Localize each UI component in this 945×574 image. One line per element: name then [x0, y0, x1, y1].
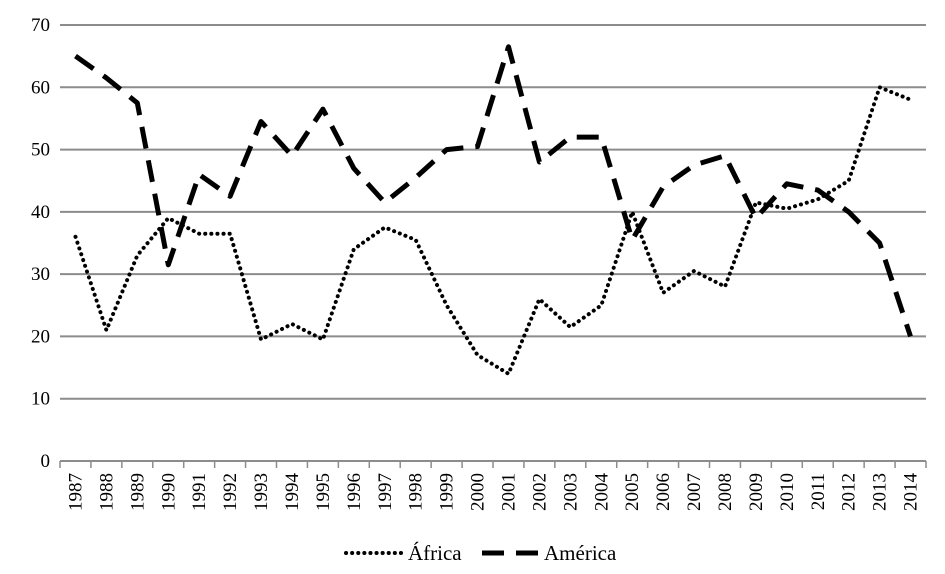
x-tick-label: 1988 [96, 473, 117, 511]
x-tick-label: 1991 [189, 473, 210, 511]
gridlines [60, 24, 926, 400]
series-line-africa [73, 85, 913, 376]
legend-label: África [408, 541, 462, 565]
x-tick-label: 1989 [127, 473, 148, 511]
y-tick-label: 50 [31, 140, 50, 161]
x-tick-label: 1998 [406, 473, 427, 511]
y-tick-label: 70 [31, 15, 50, 36]
x-tick-label: 2010 [777, 473, 798, 511]
y-tick-label: 10 [31, 389, 50, 410]
series-lines [73, 44, 913, 376]
x-tick-label: 1987 [65, 473, 86, 511]
y-tick-label: 40 [31, 202, 50, 223]
x-tick-label: 2000 [468, 473, 489, 511]
x-tick-label: 2006 [653, 473, 674, 511]
x-tick-label: 2009 [746, 473, 767, 511]
x-axis-tick-labels: 1987 1988 1989 1990 1991 1992 1993 1994 1995 1996… [65, 473, 921, 512]
x-tick-label: 2011 [808, 473, 829, 510]
y-tick-label: 60 [31, 77, 50, 98]
series-line-america [74, 44, 913, 338]
x-tick-label: 2001 [498, 473, 519, 511]
x-axis [59, 460, 927, 468]
legend-label: América [544, 541, 617, 565]
x-tick-label: 2004 [591, 473, 612, 512]
x-tick-label: 1999 [437, 473, 458, 511]
x-tick-label: 1994 [282, 473, 303, 512]
x-tick-label: 2003 [560, 473, 581, 511]
x-tick-label: 2014 [901, 473, 922, 512]
x-tick-label: 1993 [251, 473, 272, 511]
x-tick-label: 2008 [715, 473, 736, 511]
legend: África América [344, 541, 617, 565]
y-axis-tick-labels: 0 10 20 30 40 50 60 70 [31, 15, 50, 472]
y-tick-label: 0 [41, 451, 51, 472]
x-tick-label: 2002 [529, 473, 550, 511]
y-tick-label: 30 [31, 264, 50, 285]
x-tick-label: 2013 [870, 473, 891, 511]
x-tick-label: 2005 [622, 473, 643, 511]
x-tick-label: 1990 [158, 473, 179, 511]
x-tick-label: 2007 [684, 473, 705, 511]
x-tick-label: 1997 [375, 473, 396, 511]
x-tick-label: 1995 [313, 473, 334, 511]
x-tick-label: 1992 [220, 473, 241, 511]
x-tick-label: 2012 [839, 473, 860, 511]
x-tick-label: 1996 [344, 473, 365, 511]
y-tick-label: 20 [31, 326, 50, 347]
